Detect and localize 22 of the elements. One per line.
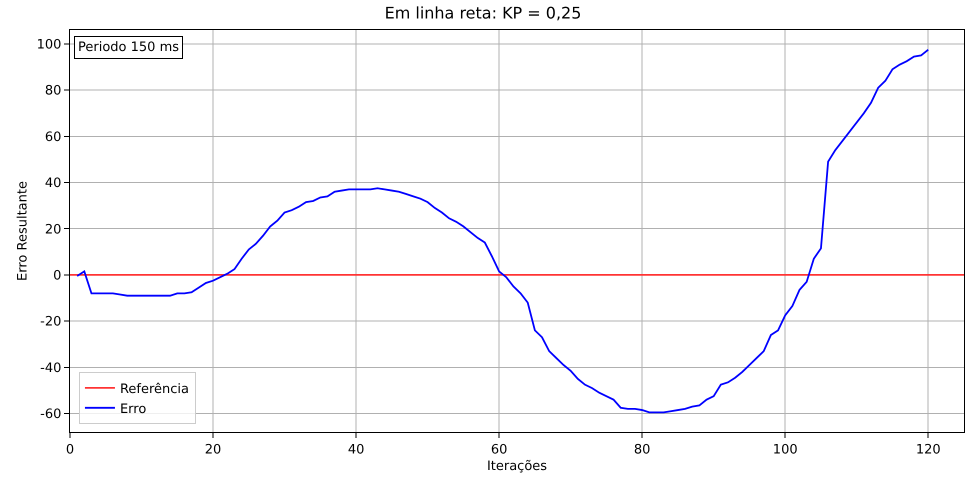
x-tick-label: 60 [490,442,508,458]
y-tick-label: -20 [40,314,62,330]
y-tick-label: -40 [40,360,62,376]
x-axis-title: Iterações [486,459,548,474]
y-tick-label: 20 [44,222,62,238]
x-tick-label: 80 [634,442,650,458]
x-tick-label: 0 [66,442,74,458]
x-tick-label: 20 [204,442,222,458]
annotation: Periodo 150 ms [78,40,180,55]
legend-label: Erro [120,402,146,417]
y-tick-label: 0 [53,268,62,284]
y-tick-label: -60 [40,407,62,422]
x-tick-label: 120 [916,442,941,458]
chart-title: Em linha reta: KP = 0,25 [384,3,582,22]
y-tick-label: 100 [36,37,62,52]
x-tick-label: 40 [348,442,364,458]
legend-label: Referência [120,382,189,397]
y-tick-label: 60 [44,130,62,145]
y-axis-title: Erro Resultante [16,181,31,281]
y-tick-label: 40 [44,176,62,192]
y-tick-label: 80 [44,84,62,99]
x-tick-label: 100 [772,442,798,458]
